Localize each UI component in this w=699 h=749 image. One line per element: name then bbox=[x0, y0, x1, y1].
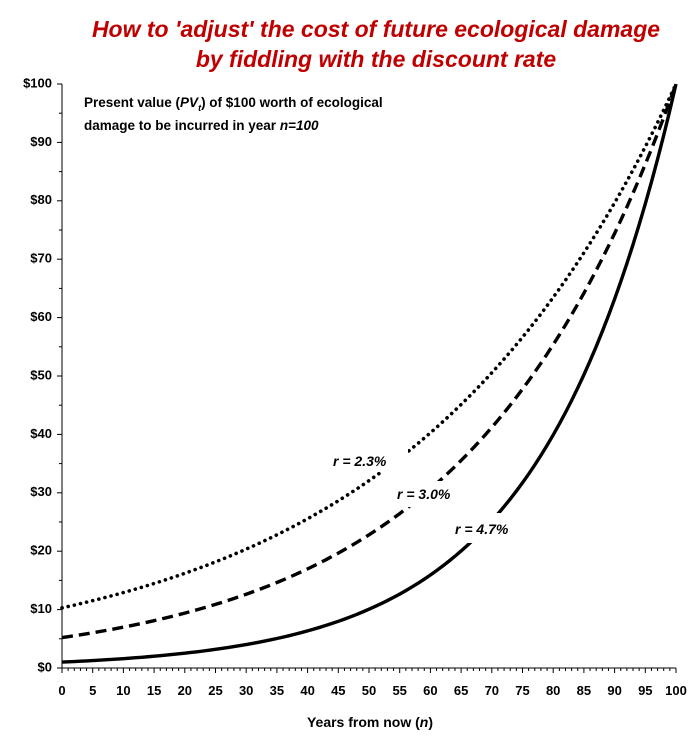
x-tick-label: 80 bbox=[546, 683, 560, 698]
series-line-2 bbox=[61, 83, 678, 640]
y-tick-label: $10 bbox=[30, 601, 52, 616]
x-tick-label: 95 bbox=[638, 683, 652, 698]
chart-title-line-2: by fiddling with the discount rate bbox=[196, 46, 557, 72]
y-tick-label: $50 bbox=[30, 367, 52, 382]
y-tick-label: $0 bbox=[38, 659, 52, 674]
x-tick-label: 50 bbox=[362, 683, 376, 698]
y-tick-label: $90 bbox=[30, 134, 52, 149]
x-tick-label: 75 bbox=[515, 683, 529, 698]
x-tick-label: 65 bbox=[454, 683, 468, 698]
y-tick-label: $40 bbox=[30, 426, 52, 441]
x-tick-label: 25 bbox=[208, 683, 222, 698]
x-tick-label: 45 bbox=[331, 683, 345, 698]
x-tick-label: 40 bbox=[300, 683, 314, 698]
x-tick-label: 100 bbox=[665, 683, 687, 698]
series-group bbox=[60, 82, 678, 664]
y-tick-label: $80 bbox=[30, 192, 52, 207]
label-r-4-7: r = 4.7% bbox=[440, 513, 532, 543]
label-r-2-3-bg bbox=[322, 448, 408, 472]
x-tick-label: 15 bbox=[147, 683, 161, 698]
chart-title-line-1: How to 'adjust' the cost of future ecolo… bbox=[92, 16, 660, 42]
x-tick-label: 20 bbox=[178, 683, 192, 698]
label-r-3-0-text: r = 3.0% bbox=[397, 486, 451, 502]
annotation-line-2: damage to be incurred in year n=100 bbox=[84, 118, 319, 133]
series-line-1 bbox=[60, 82, 678, 610]
x-tick-label: 70 bbox=[485, 683, 499, 698]
x-tick-label: 90 bbox=[607, 683, 621, 698]
x-tick-label: 85 bbox=[577, 683, 591, 698]
y-tick-label: $100 bbox=[23, 75, 52, 90]
y-tick-label: $20 bbox=[30, 543, 52, 558]
y-tick-label: $30 bbox=[30, 484, 52, 499]
x-axis-label: Years from now (n) bbox=[307, 714, 433, 730]
label-r-3-0-bg bbox=[383, 481, 481, 507]
x-tick-label: 60 bbox=[423, 683, 437, 698]
x-tick-label: 5 bbox=[89, 683, 96, 698]
label-r-3-0: r = 3.0% bbox=[383, 481, 481, 507]
x-tick-label: 10 bbox=[116, 683, 130, 698]
label-r-4-7-bg bbox=[440, 513, 532, 543]
x-tick-label: 30 bbox=[239, 683, 253, 698]
y-tick-label: $60 bbox=[30, 309, 52, 324]
x-tick-label: 35 bbox=[270, 683, 284, 698]
x-tick-label: 0 bbox=[58, 683, 65, 698]
label-r-4-7-text: r = 4.7% bbox=[455, 521, 509, 537]
series-line-3 bbox=[61, 83, 678, 664]
y-tick-label: $70 bbox=[30, 251, 52, 266]
y-axis-ticks: $0 $10 $20 $30 $40 $50 $60 $70 $80 $90 $100 bbox=[23, 75, 62, 674]
label-r-2-3-text: r = 2.3% bbox=[333, 453, 387, 469]
x-tick-label: 55 bbox=[392, 683, 406, 698]
label-r-2-3: r = 2.3% bbox=[322, 448, 408, 472]
annotation-line-1: Present value (PVt) of $100 worth of eco… bbox=[84, 95, 383, 113]
